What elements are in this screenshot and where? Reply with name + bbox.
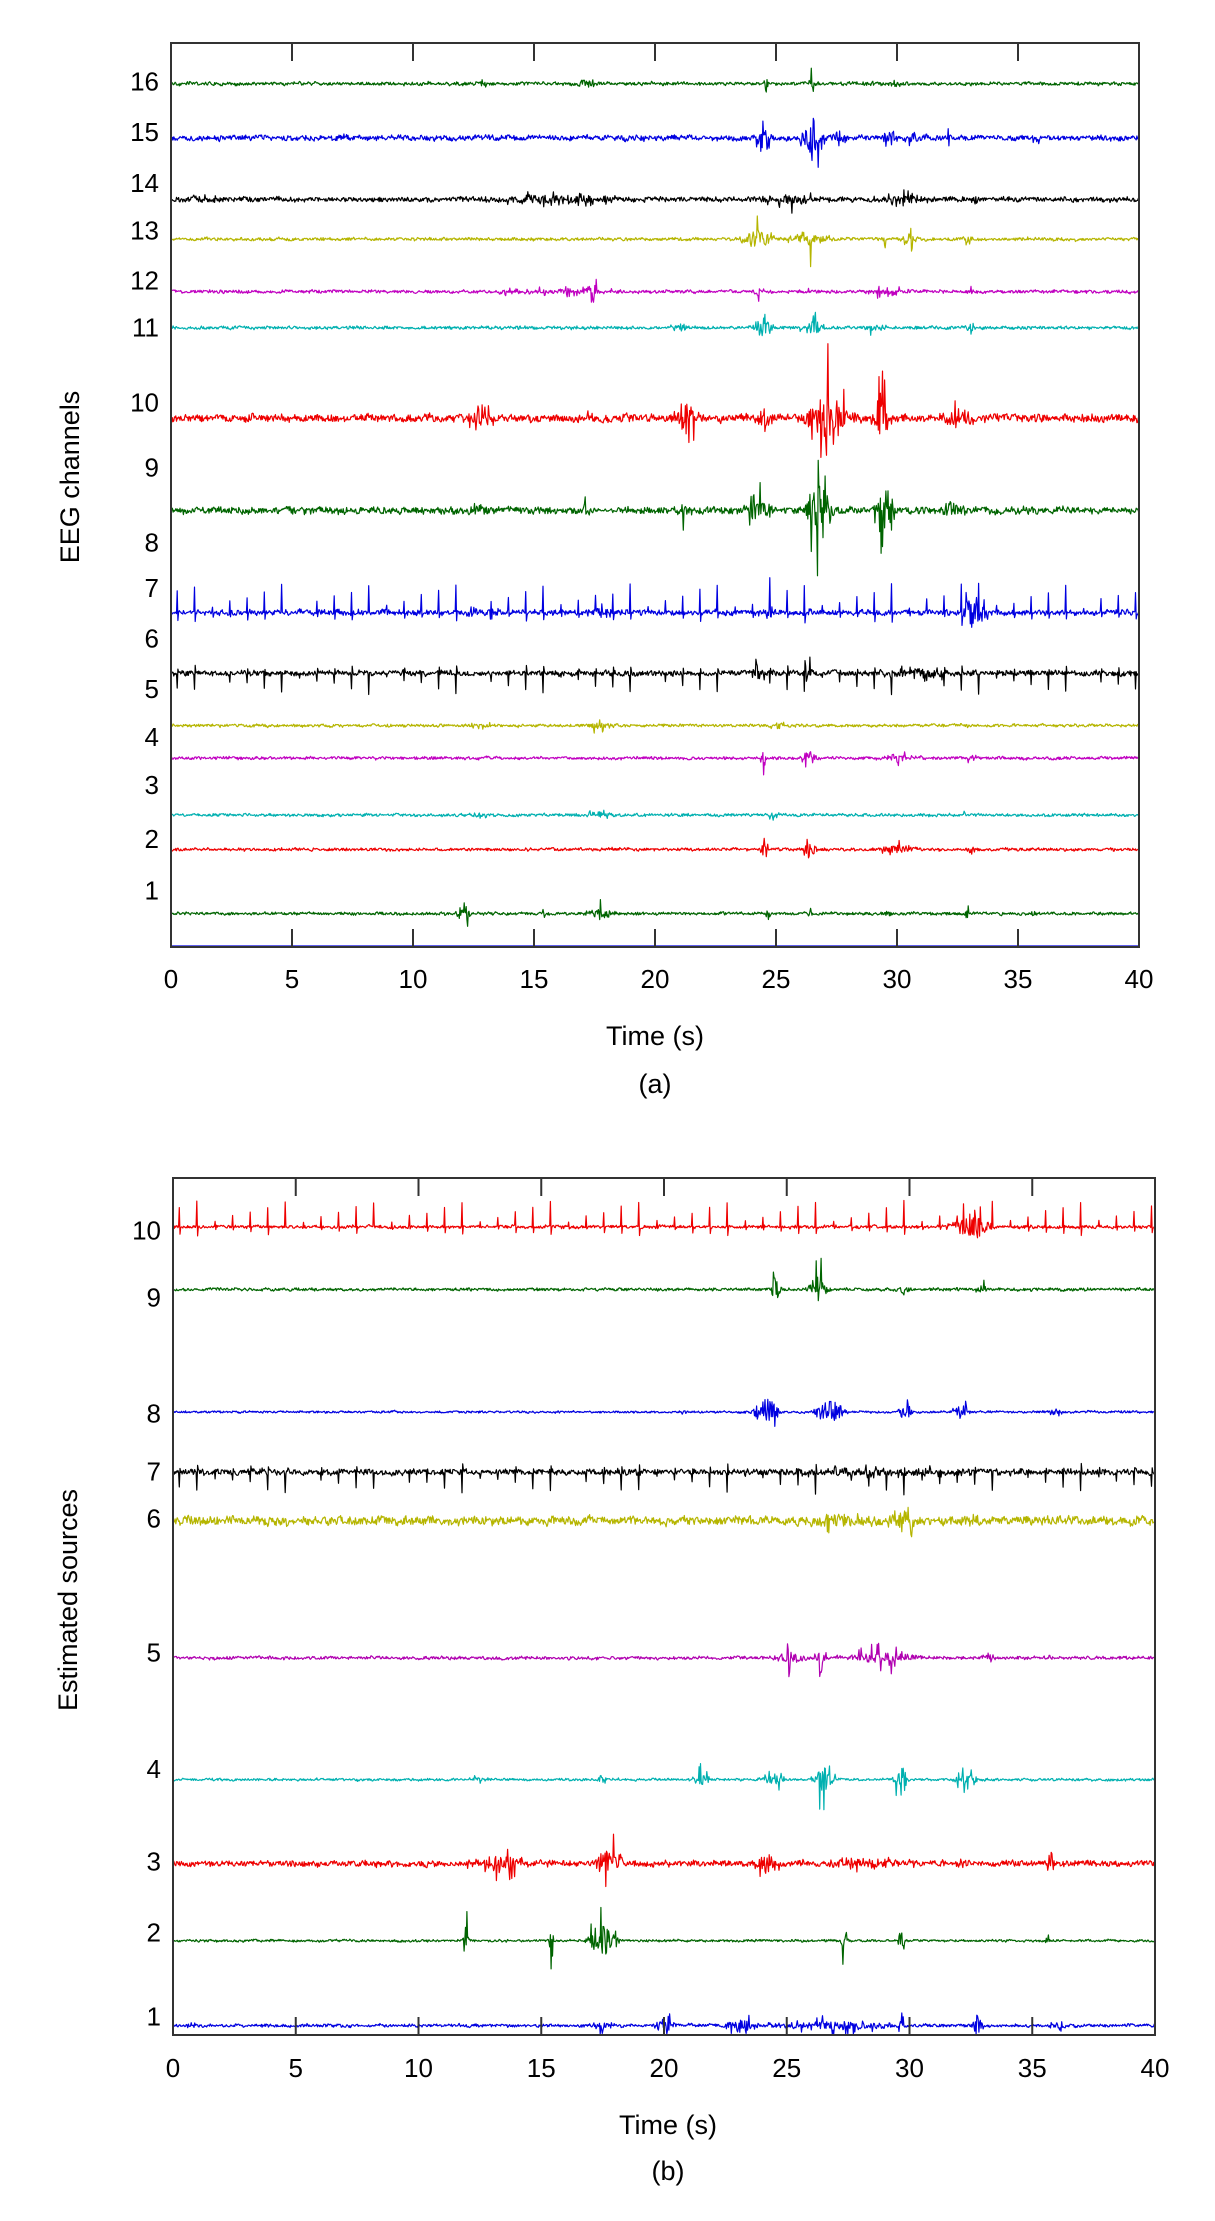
- y-tick-label: 10: [132, 1216, 161, 1246]
- x-tick-label: 10: [399, 964, 428, 994]
- trace-source-10: [172, 1199, 1156, 1239]
- x-tick-label: 5: [289, 2053, 303, 2083]
- y-tick-label: 16: [130, 67, 159, 97]
- x-tick-label: 0: [164, 964, 178, 994]
- x-tick-label: 5: [285, 964, 299, 994]
- panel-b-y-axis-label: Estimated sources: [53, 1489, 83, 1711]
- trace-source-8: [172, 1398, 1156, 1428]
- trace-channel-3b: [170, 809, 1140, 821]
- y-tick-label: 4: [147, 1754, 161, 1784]
- trace-source-6: [172, 1506, 1156, 1538]
- panel-b-x-ticks: 0 5 10 15 20 25 30 35 40: [166, 1178, 1170, 2083]
- panel-a-y-ticks: 16 15 14 13 12 11 10 9 8 7 6 5 4 3 2 1: [130, 67, 159, 906]
- panel-a-axes-frame: [170, 42, 1140, 948]
- x-tick-label: 25: [762, 964, 791, 994]
- y-tick-label: 11: [132, 312, 159, 342]
- trace-channel-12: [170, 278, 1140, 303]
- panel-a-label: (a): [639, 1069, 672, 1099]
- x-tick-label: 20: [650, 2053, 679, 2083]
- y-tick-label: 15: [130, 117, 159, 147]
- trace-source-3: [172, 1833, 1156, 1888]
- panel-b-label: (b): [652, 2156, 685, 2186]
- y-tick-label: 9: [145, 453, 159, 483]
- y-tick-label: 1: [145, 876, 159, 906]
- y-tick-label: 5: [147, 1637, 161, 1667]
- trace-channel-4: [170, 751, 1140, 776]
- trace-channel-7: [170, 577, 1140, 628]
- trace-channel-13: [170, 215, 1140, 268]
- y-tick-label: 6: [145, 623, 159, 653]
- y-tick-label: 3: [147, 1846, 161, 1876]
- x-tick-label: 35: [1018, 2053, 1047, 2083]
- x-tick-label: 30: [895, 2053, 924, 2083]
- panel-b-axes-frame: [172, 1177, 1156, 2036]
- trace-source-7: [172, 1462, 1156, 1496]
- panel-a-y-axis-label: EEG channels: [55, 391, 85, 564]
- y-tick-label: 5: [145, 674, 159, 704]
- trace-channel-11: [170, 311, 1140, 337]
- y-tick-label: 2: [147, 1918, 161, 1948]
- trace-channel-6: [170, 656, 1140, 696]
- trace-channel-2: [170, 898, 1140, 927]
- trace-source-9: [172, 1257, 1155, 1302]
- y-tick-label: 8: [147, 1398, 161, 1428]
- y-tick-label: 4: [145, 722, 159, 752]
- trace-channel-16: [170, 67, 1140, 93]
- trace-channel-10: [170, 343, 1140, 458]
- panel-a: 0 5 10 15 20 25 30 35 40 16151413121110987654321…: [55, 42, 1154, 1099]
- y-tick-label: 3: [145, 770, 159, 800]
- y-tick-label: 9: [147, 1283, 161, 1313]
- panel-a-x-ticks: 0 5 10 15 20 25 30 35 40: [164, 43, 1154, 994]
- x-tick-label: 35: [1004, 964, 1033, 994]
- x-tick-label: 0: [166, 2053, 180, 2083]
- y-tick-label: 7: [147, 1457, 161, 1487]
- trace-source-4: [172, 1762, 1156, 1811]
- x-tick-label: 40: [1125, 964, 1154, 994]
- y-tick-label: 14: [130, 168, 159, 198]
- y-tick-label: 13: [130, 216, 159, 246]
- trace-channel-9: [170, 459, 1140, 577]
- y-tick-label: 2: [145, 824, 159, 854]
- panel-a-traces: [170, 67, 1140, 947]
- x-tick-label: 20: [641, 964, 670, 994]
- panel-b: 0 5 10 15 20 25 30 35 40 10 9 8 7 6 5 4 3 2 1 Estimated s…: [53, 1177, 1170, 2186]
- x-tick-label: 15: [520, 964, 549, 994]
- panel-b-traces: [172, 1199, 1156, 2035]
- y-tick-label: 1: [147, 2002, 161, 2032]
- x-tick-label: 10: [404, 2053, 433, 2083]
- trace-channel-14: [170, 189, 1140, 214]
- x-tick-label: 25: [772, 2053, 801, 2083]
- panel-b-y-ticks: 10 9 8 7 6 5 4 3 2 1: [132, 1216, 161, 2032]
- trace-channel-15: [170, 117, 1140, 168]
- trace-channel-5: [170, 719, 1140, 734]
- x-tick-label: 40: [1141, 2053, 1170, 2083]
- trace-channel-3: [170, 837, 1139, 859]
- trace-source-5: [172, 1642, 1156, 1678]
- panel-b-x-axis-label: Time (s): [619, 2110, 717, 2140]
- y-tick-label: 10: [130, 387, 159, 417]
- x-tick-label: 30: [883, 964, 912, 994]
- y-tick-label: 8: [145, 528, 159, 558]
- y-tick-label: 6: [147, 1504, 161, 1534]
- x-tick-label: 15: [527, 2053, 556, 2083]
- y-tick-label: 12: [130, 265, 159, 295]
- trace-source-2: [172, 1906, 1156, 1970]
- y-tick-label: 7: [145, 573, 159, 603]
- panel-a-x-axis-label: Time (s): [606, 1021, 704, 1051]
